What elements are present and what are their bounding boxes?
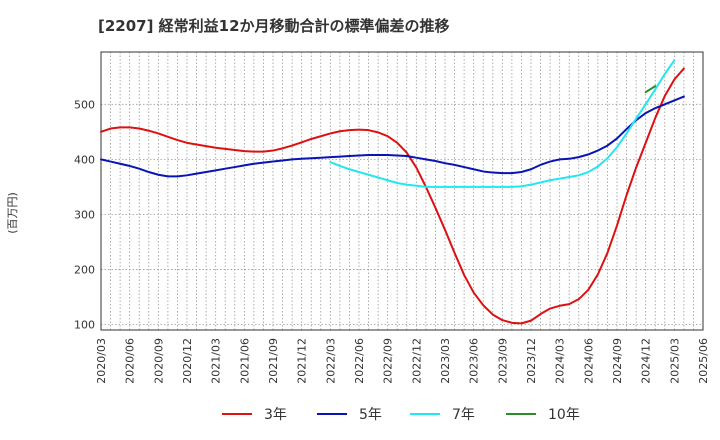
legend-label: 3年 (264, 407, 287, 423)
x-tick-label: 2020/03 (95, 338, 108, 384)
x-tick-label: 2024/06 (582, 338, 595, 384)
y-tick-label: 300 (74, 208, 95, 221)
x-tick-label: 2021/12 (296, 338, 309, 384)
x-tick-label: 2023/12 (525, 338, 538, 384)
y-axis-label: (百万円) (6, 192, 19, 234)
x-tick-label: 2022/12 (410, 338, 423, 384)
legend-label: 10年 (548, 407, 580, 423)
legend-label: 5年 (359, 407, 382, 423)
x-tick-label: 2021/09 (267, 338, 280, 384)
y-tick-label: 500 (74, 98, 95, 111)
y-tick-label: 100 (74, 318, 95, 331)
series-line-3年 (100, 67, 685, 325)
x-tick-label: 2023/06 (468, 338, 481, 384)
y-tick-label: 200 (74, 263, 95, 276)
legend: 3年 5年 7年 10年 (222, 407, 580, 423)
x-tick-label: 2024/09 (611, 338, 624, 384)
x-tick-label: 2020/12 (181, 338, 194, 384)
plot-border (100, 51, 704, 331)
x-tick-label: 2023/03 (439, 338, 452, 384)
x-tick-label: 2022/06 (353, 338, 366, 384)
chart-title: [2207] 経常利益12か月移動合計の標準偏差の推移 (98, 17, 450, 35)
x-tick-label: 2023/09 (496, 338, 509, 384)
x-tick-label: 2022/03 (324, 338, 337, 384)
plot-background (101, 52, 703, 330)
series-line-7年 (329, 59, 676, 188)
plot-area: 100 200 300 400 500 2020/03 2020/06 2020/09 2020… (74, 51, 710, 384)
series-line-5年 (100, 95, 685, 178)
series-line-10年 (644, 85, 657, 94)
x-tick-label: 2022/09 (382, 338, 395, 384)
x-tick-label: 2021/06 (238, 338, 251, 384)
x-tick-label: 2025/03 (668, 338, 681, 384)
x-tick-label: 2020/09 (152, 338, 165, 384)
legend-label: 7年 (452, 407, 475, 423)
x-tick-label: 2024/03 (554, 338, 567, 384)
x-tick-label: 2025/06 (697, 338, 710, 384)
x-tick-label: 2020/06 (124, 338, 137, 384)
y-tick-label: 400 (74, 153, 95, 166)
x-tick-label: 2021/03 (210, 338, 223, 384)
x-tick-label: 2024/12 (640, 338, 653, 384)
